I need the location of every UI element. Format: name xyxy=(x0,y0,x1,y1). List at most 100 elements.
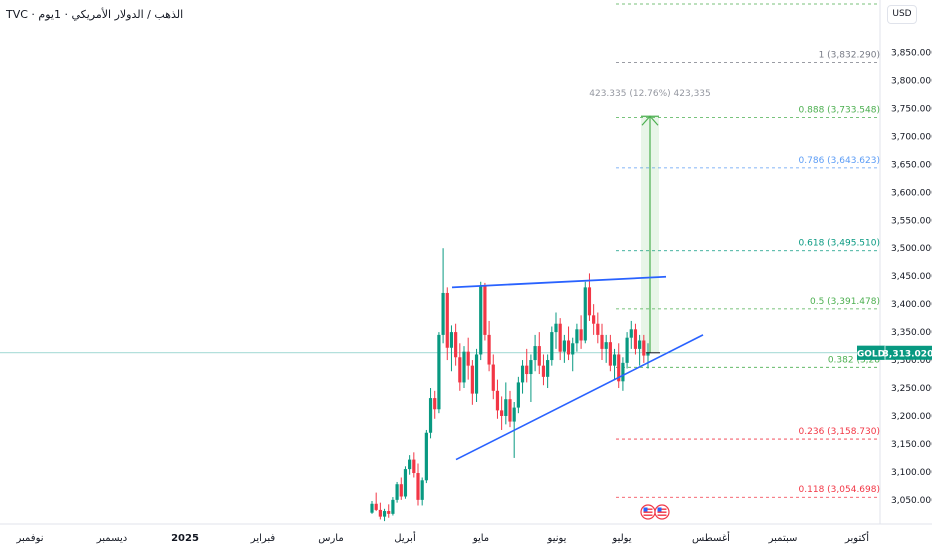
candle-body xyxy=(495,390,500,411)
fib-level-label: 0.618 (3,495.510) xyxy=(799,239,880,249)
x-tick-label: مارس xyxy=(318,533,343,544)
candle-body xyxy=(487,334,491,365)
candle-body xyxy=(516,382,520,408)
symbol-label: GOLD xyxy=(857,349,885,359)
candle-body xyxy=(638,340,642,349)
fib-level-label: 1 (3,832.290) xyxy=(819,50,880,60)
candle-body xyxy=(571,343,575,355)
y-tick-label: 3,750.000 xyxy=(891,104,932,114)
x-tick-label: سبتمبر xyxy=(768,533,798,544)
candle-body xyxy=(462,351,466,383)
y-tick-label: 3,400.000 xyxy=(891,300,932,310)
lower-trendline xyxy=(455,334,704,461)
y-tick-label: 3,150.000 xyxy=(891,440,932,450)
y-tick-label: 3,100.000 xyxy=(891,468,932,478)
y-tick-label: 3,500.000 xyxy=(891,244,932,254)
x-tick-label: أكتوبر xyxy=(844,531,869,544)
candle-body xyxy=(391,499,395,514)
x-tick-label: فبراير xyxy=(250,533,276,544)
candle-body xyxy=(592,315,596,324)
candle-body xyxy=(504,399,508,416)
candle-body xyxy=(533,346,537,361)
candle-body xyxy=(466,351,470,366)
candle-body xyxy=(428,398,433,433)
candle-body xyxy=(629,329,633,338)
candle-body xyxy=(579,329,583,341)
candle-body xyxy=(474,354,479,394)
us-flag-event-icon[interactable] xyxy=(654,504,670,520)
candle-body xyxy=(424,432,428,481)
candle-body xyxy=(420,480,424,500)
candle-body xyxy=(412,459,416,474)
fib-level-label: 0.236 (3,158.730) xyxy=(799,427,880,437)
y-tick-label: 3,200.000 xyxy=(891,412,932,422)
candle-body xyxy=(562,340,566,352)
candle-body xyxy=(500,410,504,416)
candle-body xyxy=(491,364,495,391)
fib-level-label: 0.786 (3,643.623) xyxy=(799,156,880,166)
candle-body xyxy=(621,362,625,382)
candle-body xyxy=(520,365,525,383)
candle-body xyxy=(445,292,449,348)
chart-title: TVC · ‏الذهب / الدولار الأمريكي‏ · 1يوم xyxy=(6,8,184,21)
candle-body xyxy=(458,357,462,383)
y-tick-label: 3,300.000 xyxy=(891,356,932,366)
candle-body xyxy=(483,286,487,335)
candle-body xyxy=(550,332,554,361)
candle-body xyxy=(399,484,403,497)
x-tick-label: أغسطس xyxy=(692,531,730,544)
candle-body xyxy=(378,509,382,517)
candle-body xyxy=(537,346,541,366)
candle-body xyxy=(633,329,638,349)
candle-body xyxy=(554,323,558,333)
y-tick-label: 3,050.000 xyxy=(891,496,932,506)
candle-body xyxy=(529,360,533,375)
y-tick-label: 3,550.000 xyxy=(891,216,932,226)
candle-body xyxy=(470,365,474,394)
candle-body xyxy=(395,484,399,500)
candle-body xyxy=(600,334,604,349)
fib-level-label: 0.5 (3,391.478) xyxy=(810,297,880,307)
x-tick-label: نوفمبر xyxy=(15,533,43,544)
candle-body xyxy=(454,332,458,358)
candle-body xyxy=(583,287,587,341)
candle-body xyxy=(617,354,621,382)
x-tick-label: أبريل xyxy=(394,531,416,544)
candle-body xyxy=(646,352,650,356)
candle-body xyxy=(575,329,579,344)
y-tick-label: 3,850.000 xyxy=(891,49,932,59)
y-tick-label: 3,700.000 xyxy=(891,132,932,142)
x-tick-label: 2025 xyxy=(171,533,199,544)
fib-level-label: 0.382 (3,28 xyxy=(828,355,880,365)
candle-body xyxy=(625,337,629,363)
candle-body xyxy=(566,340,571,355)
candle-body xyxy=(525,365,529,375)
y-tick-label: 3,650.000 xyxy=(891,160,932,170)
candle-body xyxy=(587,287,592,316)
candle-body xyxy=(449,332,454,348)
candle-body xyxy=(374,503,378,510)
candle-body xyxy=(382,511,387,517)
candle-body xyxy=(604,342,608,349)
upper-trendline xyxy=(451,275,667,289)
candle-body xyxy=(416,473,420,500)
y-tick-label: 3,450.000 xyxy=(891,272,932,282)
candle-body xyxy=(546,360,550,377)
candle-body xyxy=(608,342,612,366)
y-tick-label: 3,250.000 xyxy=(891,384,932,394)
currency-button[interactable]: USD xyxy=(887,5,917,24)
candle-body xyxy=(370,503,374,513)
symbol-badge xyxy=(857,345,885,360)
x-tick-label: مايو xyxy=(472,533,489,544)
x-tick-label: ديسمبر xyxy=(96,533,127,544)
x-tick-label: يونيو xyxy=(547,533,567,544)
us-flag-event-icon[interactable] xyxy=(640,504,656,520)
candle-body xyxy=(437,334,441,410)
fib-level-label: 0.888 (3,733.548) xyxy=(799,106,880,116)
y-tick-label: 3,600.000 xyxy=(891,188,932,198)
y-tick-label: 3,350.000 xyxy=(891,328,932,338)
candle-body xyxy=(558,323,562,352)
candle-body xyxy=(408,459,412,470)
candle-body xyxy=(512,407,516,422)
